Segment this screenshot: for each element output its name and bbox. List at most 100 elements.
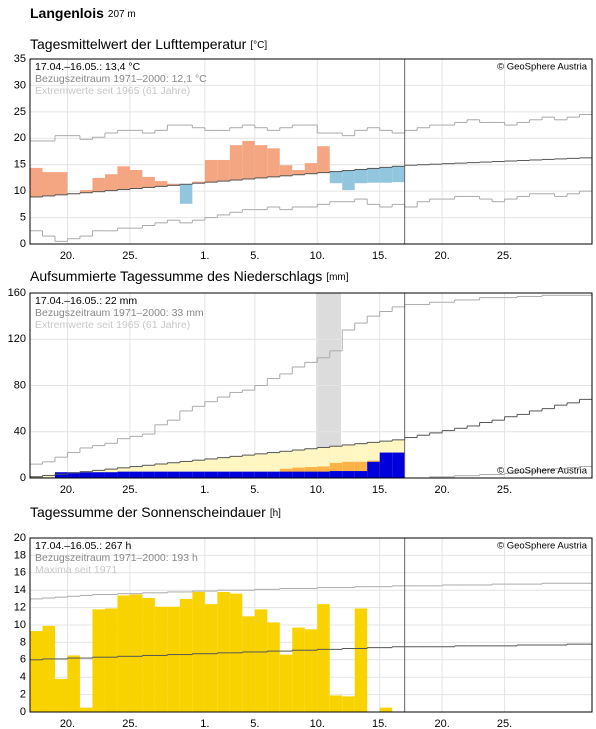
y-tick-label: 160 [8,287,26,299]
precip-bar [329,471,343,478]
sunshine-bar [379,707,393,712]
chart-title: Tagesmittelwert der Lufttemperatur [°C] [30,36,267,52]
y-tick-label: 16 [14,567,26,579]
x-tick-label: 15. [372,250,387,262]
sunshine-bar [167,606,180,712]
sunshine-bar [354,608,368,712]
info-text: 17.04.–16.05.: 22 mm [35,295,137,307]
x-tick-label: 15. [372,718,387,729]
anomaly-bar [304,163,318,174]
sunshine-bar [129,594,143,712]
y-tick-label: 2 [20,689,26,701]
anomaly-bar [279,165,293,176]
precip-bar [242,471,255,478]
y-tick-label: 25 [14,106,26,118]
anomaly-bar [267,148,280,177]
sunshine-bar [179,598,193,712]
info-text: Extremwerte seit 1965 (61 Jahre) [35,319,190,331]
station-name: Langenlois [30,5,104,21]
precip-bar [367,461,380,478]
title-unit: [h] [270,508,281,519]
x-tick-label: 5. [250,250,259,262]
x-tick-label: 25. [497,250,512,262]
chart-title: Tagessumme der Sonnenscheindauer [h] [30,504,281,520]
sunshine-bar [154,606,168,712]
anomaly-bar [329,171,343,184]
y-tick-label: 35 [14,53,26,65]
anomaly-bar [379,167,393,183]
x-tick-label: 20. [434,250,449,262]
y-tick-label: 15 [14,159,26,171]
precip-bar [229,471,243,478]
anomaly-bar [254,145,268,178]
y-tick-label: 6 [20,654,26,666]
anomaly-bar [317,146,330,173]
x-tick-label: 5. [250,718,259,729]
anomaly-bar [217,159,230,182]
reference-area [30,476,43,478]
info-text: Maxima seit 1971 [35,564,117,576]
anomaly-bar [392,166,405,183]
precip-bar [217,471,230,478]
precip-bar [267,471,280,478]
anomaly-bar [54,172,68,195]
x-tick-label: 20. [60,250,75,262]
sunshine-bar [317,604,330,712]
x-tick-label: 25. [122,484,137,496]
sunshine-bar [67,655,80,712]
sunshine-bar [217,591,230,712]
y-tick-label: 0 [20,238,26,250]
sunshine-bar [92,609,105,712]
precip-bar [292,471,305,478]
anomaly-bar [229,145,243,181]
info-text: Bezugszeitraum 1971–2000: 33 mm [35,307,204,319]
x-tick-label: 25. [122,718,137,729]
anomaly-bar [192,181,205,184]
precip-bar [304,471,318,478]
precip-bar [117,471,130,478]
station-elevation: 207 m [108,9,136,20]
precip-bar [154,471,168,478]
x-tick-label: 25. [497,718,512,729]
info-text: Extremwerte seit 1965 (61 Jahre) [35,85,190,97]
credit: © GeoSphere Austria [497,62,588,73]
sunshine-bar [254,609,268,712]
info-text: Bezugszeitraum 1971–2000: 193 h [35,552,198,564]
y-tick-label: 20 [14,132,26,144]
title-unit: [°C] [250,40,267,51]
anomaly-bar [292,170,305,175]
anomaly-bar [179,184,193,204]
y-tick-label: 4 [20,671,26,683]
precip-bar [67,472,80,478]
precip-bar [104,472,118,478]
sunshine-bar [104,608,118,712]
anomaly-bar [129,170,143,189]
anomaly-bar [30,167,43,197]
credit: © GeoSphere Austria [497,541,588,552]
sunshine-bar [342,696,355,712]
y-tick-label: 10 [14,185,26,197]
x-tick-label: 15. [372,484,387,496]
reference-area [42,475,55,478]
y-tick-label: 20 [14,532,26,544]
anomaly-bar [92,177,105,192]
anomaly-bar [167,183,180,186]
anomaly-bar [367,168,380,183]
precip-bar [392,452,405,478]
y-tick-label: 40 [14,426,26,438]
sunshine-bar [117,595,130,712]
precip-bar [354,471,368,478]
anomaly-bar [354,169,368,184]
precip-bar [79,472,93,478]
precip-bar [179,471,193,478]
y-tick-label: 14 [14,584,26,596]
x-tick-label: 20. [434,718,449,729]
precip-bar [254,471,268,478]
info-text: 17.04.–16.05.: 13,4 °C [35,61,141,73]
info-text: 17.04.–16.05.: 267 h [35,540,131,552]
sunshine-bar [30,631,43,712]
y-tick-label: 18 [14,549,26,561]
precip-bar [379,452,393,478]
sunshine-bar [42,625,55,712]
